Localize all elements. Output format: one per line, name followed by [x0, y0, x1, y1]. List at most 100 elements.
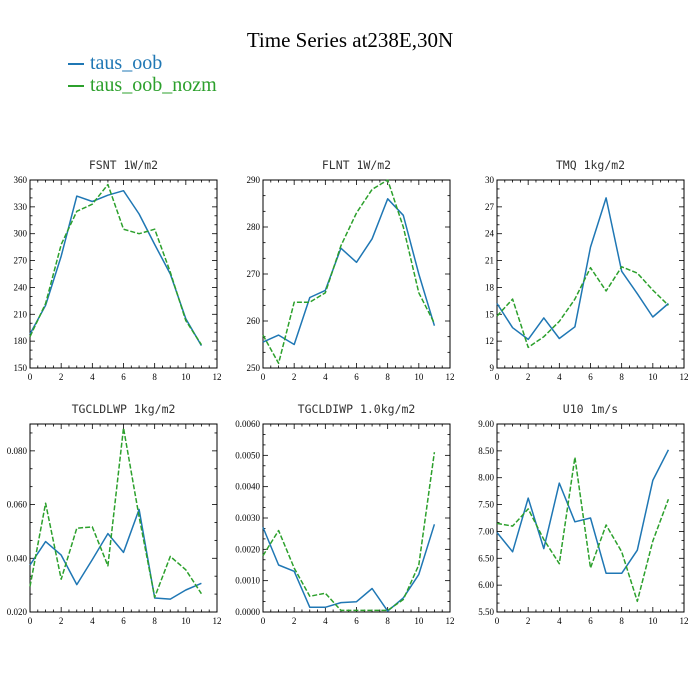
- series-line-taus-oob-nozm: [262, 179, 436, 365]
- y-tick-label: 0.020: [7, 607, 28, 617]
- plot-frame: [262, 423, 451, 613]
- series-line-taus-oob: [262, 198, 436, 346]
- y-tick-label: 270: [247, 269, 261, 279]
- panel-title: FSNT 1W/m2: [89, 158, 158, 172]
- y-tick-label: 30: [485, 175, 495, 185]
- y-tick-label: 280: [247, 222, 261, 232]
- y-tick-label: 0.0000: [235, 607, 260, 617]
- plot-frame: [262, 179, 451, 369]
- x-tick-label: 10: [181, 372, 191, 382]
- y-tick-label: 5.50: [478, 607, 494, 617]
- series-line-taus-oob-nozm: [29, 427, 203, 598]
- plot-frame: [29, 179, 218, 369]
- x-tick-label: 2: [526, 616, 531, 626]
- x-tick-label: 2: [59, 372, 64, 382]
- y-tick-label: 9.00: [478, 419, 494, 429]
- x-tick-label: 12: [680, 372, 689, 382]
- y-tick-label: 150: [14, 363, 28, 373]
- x-tick-label: 4: [90, 616, 95, 626]
- series-line-taus-oob-nozm: [262, 452, 436, 612]
- panel-2: FLNT 1W/m2 0 2 4 6 8 10 12 250 260 270 280 290: [247, 158, 455, 382]
- x-tick-label: 4: [323, 372, 328, 382]
- series-line-taus-oob: [496, 197, 669, 341]
- series-line-taus-oob-nozm: [29, 183, 203, 346]
- y-tick-label: 24: [485, 229, 495, 239]
- panel-title: TGCLDIWP 1.0kg/m2: [298, 402, 416, 416]
- y-tick-label: 27: [485, 202, 495, 212]
- legend-swatch-taus-oob-nozm: [68, 85, 84, 88]
- x-tick-label: 2: [292, 372, 297, 382]
- x-tick-label: 6: [121, 372, 126, 382]
- x-tick-label: 8: [152, 616, 157, 626]
- x-tick-label: 4: [557, 616, 562, 626]
- y-tick-label: 21: [485, 256, 494, 266]
- x-tick-label: 6: [354, 372, 359, 382]
- y-tick-label: 7.50: [478, 500, 494, 510]
- x-tick-label: 12: [446, 616, 455, 626]
- x-tick-label: 12: [446, 372, 455, 382]
- y-tick-label: 8.00: [478, 473, 494, 483]
- y-tick-label: 0.040: [7, 553, 28, 563]
- y-tick-label: 290: [247, 175, 261, 185]
- y-tick-label: 0.0010: [235, 576, 260, 586]
- panel-title: TMQ 1kg/m2: [556, 158, 625, 172]
- y-tick-label: 260: [247, 316, 261, 326]
- y-tick-label: 0.0060: [235, 419, 260, 429]
- x-tick-label: 12: [680, 616, 689, 626]
- x-tick-label: 0: [261, 616, 266, 626]
- x-tick-label: 12: [213, 372, 222, 382]
- y-tick-label: 360: [14, 175, 28, 185]
- panel-6: U10 1m/s 0 2 4 6 8 10 12 5.50 6.00 6.50 7.00 7.50 8.0…: [478, 402, 688, 626]
- legend-label-taus-oob: taus_oob: [90, 52, 163, 74]
- legend-swatch-taus-oob: [68, 63, 84, 66]
- x-tick-label: 10: [181, 616, 191, 626]
- y-tick-label: 15: [485, 309, 495, 319]
- x-tick-label: 6: [121, 616, 126, 626]
- y-tick-label: 8.50: [478, 446, 494, 456]
- y-tick-label: 0.080: [7, 446, 28, 456]
- x-tick-label: 4: [90, 372, 95, 382]
- plot-frame: [29, 423, 218, 613]
- x-tick-label: 2: [292, 616, 297, 626]
- y-tick-label: 0.0030: [235, 513, 260, 523]
- y-tick-label: 6.00: [478, 580, 494, 590]
- legend-item-taus-oob: taus_oob: [68, 52, 162, 75]
- x-tick-label: 10: [648, 616, 658, 626]
- y-tick-label: 300: [14, 229, 28, 239]
- y-tick-label: 0.0020: [235, 544, 260, 554]
- y-tick-label: 0.0040: [235, 482, 260, 492]
- y-tick-label: 9: [490, 363, 495, 373]
- y-tick-label: 12: [485, 336, 494, 346]
- y-tick-label: 240: [14, 282, 28, 292]
- x-tick-label: 10: [648, 372, 658, 382]
- series-line-taus-oob-nozm: [496, 456, 670, 603]
- x-tick-label: 2: [526, 372, 531, 382]
- x-tick-label: 10: [414, 372, 424, 382]
- x-tick-label: 6: [354, 616, 359, 626]
- y-tick-label: 18: [485, 282, 495, 292]
- legend-label-taus-oob-nozm: taus_oob_nozm: [90, 74, 217, 96]
- series-line-taus-oob: [496, 449, 670, 575]
- series-line-taus-oob: [29, 508, 202, 600]
- x-tick-label: 0: [28, 616, 33, 626]
- legend-item-taus-oob-nozm: taus_oob_nozm: [68, 74, 217, 97]
- series-line-taus-oob: [262, 524, 436, 612]
- y-tick-label: 270: [14, 256, 28, 266]
- x-tick-label: 12: [213, 616, 222, 626]
- x-tick-label: 8: [385, 372, 390, 382]
- x-tick-label: 0: [261, 372, 266, 382]
- x-tick-label: 2: [59, 616, 64, 626]
- panel-title: TGCLDLWP 1kg/m2: [72, 402, 176, 416]
- y-tick-label: 6.50: [478, 553, 494, 563]
- x-tick-label: 6: [588, 616, 593, 626]
- x-tick-label: 0: [495, 372, 500, 382]
- panel-5: TGCLDIWP 1.0kg/m2 0 2 4 6 8 10 12 0.0000 0.0010 0.…: [235, 402, 454, 626]
- x-tick-label: 4: [557, 372, 562, 382]
- panel-title: U10 1m/s: [563, 402, 618, 416]
- y-tick-label: 330: [14, 202, 28, 212]
- x-tick-label: 8: [152, 372, 157, 382]
- x-tick-label: 8: [619, 372, 624, 382]
